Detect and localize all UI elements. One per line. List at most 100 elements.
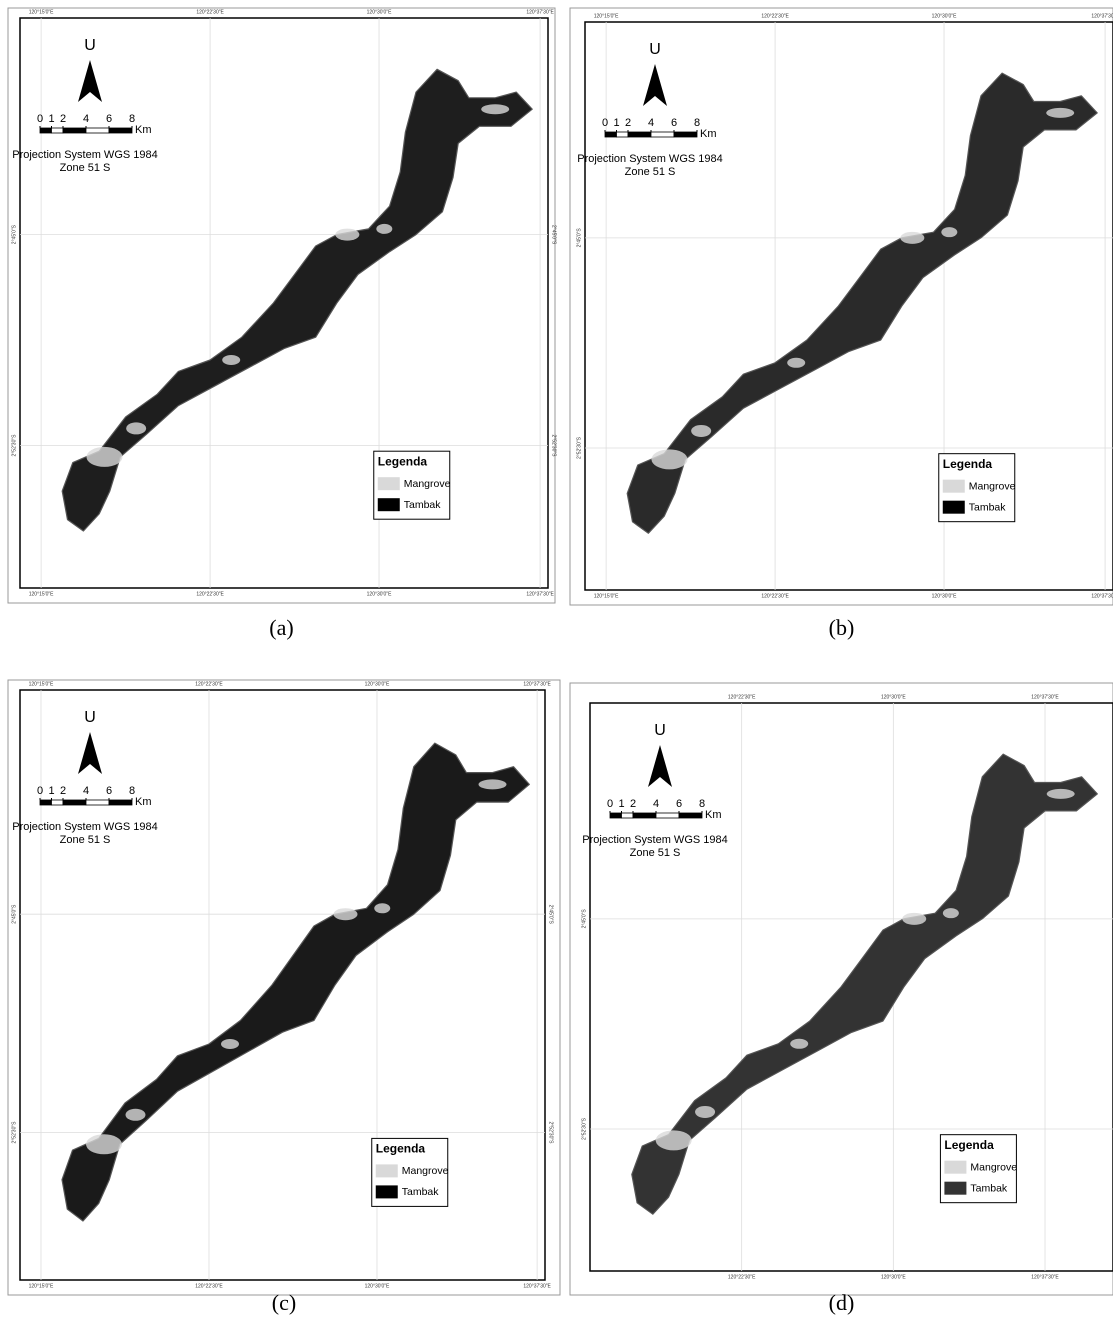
lon-label: 120°30'0"E [365,681,390,687]
lon-label: 120°30'0"E [365,1283,390,1289]
lat-label: 2°52'30"S [551,435,557,458]
legend-swatch [944,1161,966,1174]
scale-segment [605,132,617,137]
lon-label: 120°37'30"E [1091,13,1113,19]
lon-label: 120°15'0"E [594,593,619,599]
scale-label: 2 [60,113,66,125]
mangrove-patch [86,1134,122,1154]
mangrove-patch [479,779,507,789]
caption: (d) [829,1290,855,1315]
projection-text: Zone 51 S [625,166,676,178]
scale-label: 0 [607,798,613,810]
scale-segment [656,813,679,818]
mangrove-patch [695,1106,715,1118]
mangrove-patch [374,903,390,913]
lat-label: 2°45'0"S [551,225,557,245]
scale-segment [40,128,52,133]
lat-label: 2°45'0"S [576,228,582,248]
scale-segment [674,132,697,137]
legend-label: Mangrove [404,478,451,490]
legend-label: Mangrove [402,1165,449,1177]
lat-label: 2°52'30"S [11,1121,17,1144]
projection-text: Zone 51 S [60,162,111,174]
scale-label: 6 [671,117,677,129]
north-label: U [84,37,96,54]
legend-title: Legenda [944,1138,994,1152]
lon-label: 120°30'0"E [932,13,957,19]
lon-label: 120°37'30"E [1091,593,1113,599]
legend-label: Mangrove [969,480,1016,492]
mangrove-patch [222,355,240,365]
lon-label: 120°37'30"E [526,9,554,15]
lat-label: 2°45'0"S [11,224,17,244]
scale-label: 0 [37,113,43,125]
scale-label: 2 [630,798,636,810]
caption: (c) [272,1290,296,1315]
mangrove-patch [126,1109,146,1121]
legend-title: Legenda [378,454,428,468]
caption: (a) [269,615,293,640]
lon-label: 120°30'0"E [932,593,957,599]
mangrove-patch [376,224,392,234]
projection-text: Projection System WGS 1984 [12,821,158,833]
legend-label: Tambak [969,501,1007,513]
legend-swatch [376,1185,398,1198]
scale-label: 2 [625,117,631,129]
scale-label: 4 [83,785,89,797]
scale-unit: Km [135,124,152,136]
legend-swatch [943,501,965,514]
scale-label: 1 [48,113,54,125]
mangrove-patch [790,1039,808,1049]
legend-swatch [943,480,965,493]
scale-segment [109,128,132,133]
mangrove-patch [902,913,926,925]
projection-text: Zone 51 S [630,847,681,859]
mangrove-patch [787,358,805,368]
lon-label: 120°37'30"E [523,1283,551,1289]
lon-label: 120°15'0"E [29,681,54,687]
projection-text: Projection System WGS 1984 [582,834,728,846]
scale-segment [633,813,656,818]
lon-label: 120°15'0"E [29,9,54,15]
lon-label: 120°37'30"E [1031,1274,1059,1280]
map-panel: 120°22'30"E120°22'30"E120°30'0"E120°30'0… [570,683,1113,1315]
scale-label: 6 [106,785,112,797]
scale-unit: Km [705,809,722,821]
scale-segment [109,800,132,805]
projection-text: Projection System WGS 1984 [577,153,723,165]
scale-segment [63,128,86,133]
lon-label: 120°37'30"E [526,591,554,597]
lat-label: 2°45'0"S [11,904,17,924]
scale-label: 0 [37,785,43,797]
mangrove-patch [691,425,711,437]
scale-label: 6 [676,798,682,810]
legend-swatch [378,498,400,511]
page: 120°15'0"E 120°15'0"E 120°22'30"E 120°22'30… [0,0,1113,1321]
scale-segment [679,813,702,818]
projection-text: Zone 51 S [60,834,111,846]
lon-label: 120°22'30"E [728,1274,756,1280]
legend-title: Legenda [943,457,993,471]
scale-label: 1 [613,117,619,129]
scale-segment [86,128,109,133]
lon-label: 120°15'0"E [29,591,54,597]
projection-text: Projection System WGS 1984 [12,149,158,161]
legend-swatch [378,477,400,490]
lon-label: 120°22'30"E [196,591,224,597]
figure: 120°15'0"E 120°15'0"E 120°22'30"E 120°22'30… [0,0,1113,1321]
lon-label: 120°30'0"E [881,1274,906,1280]
mangrove-patch [943,908,959,918]
scale-segment [52,128,64,133]
scale-segment [622,813,634,818]
mangrove-patch [1046,108,1074,118]
scale-label: 4 [653,798,659,810]
lon-label: 120°37'30"E [523,681,551,687]
lon-label: 120°15'0"E [29,1283,54,1289]
scale-label: 1 [48,785,54,797]
scale-segment [86,800,109,805]
lat-label: 2°52'30"S [576,436,582,459]
legend-title: Legenda [376,1142,426,1156]
map-panel: 120°15'0"E120°15'0"E120°22'30"E120°22'30… [8,8,557,640]
north-label: U [84,709,96,726]
mangrove-patch [221,1039,239,1049]
